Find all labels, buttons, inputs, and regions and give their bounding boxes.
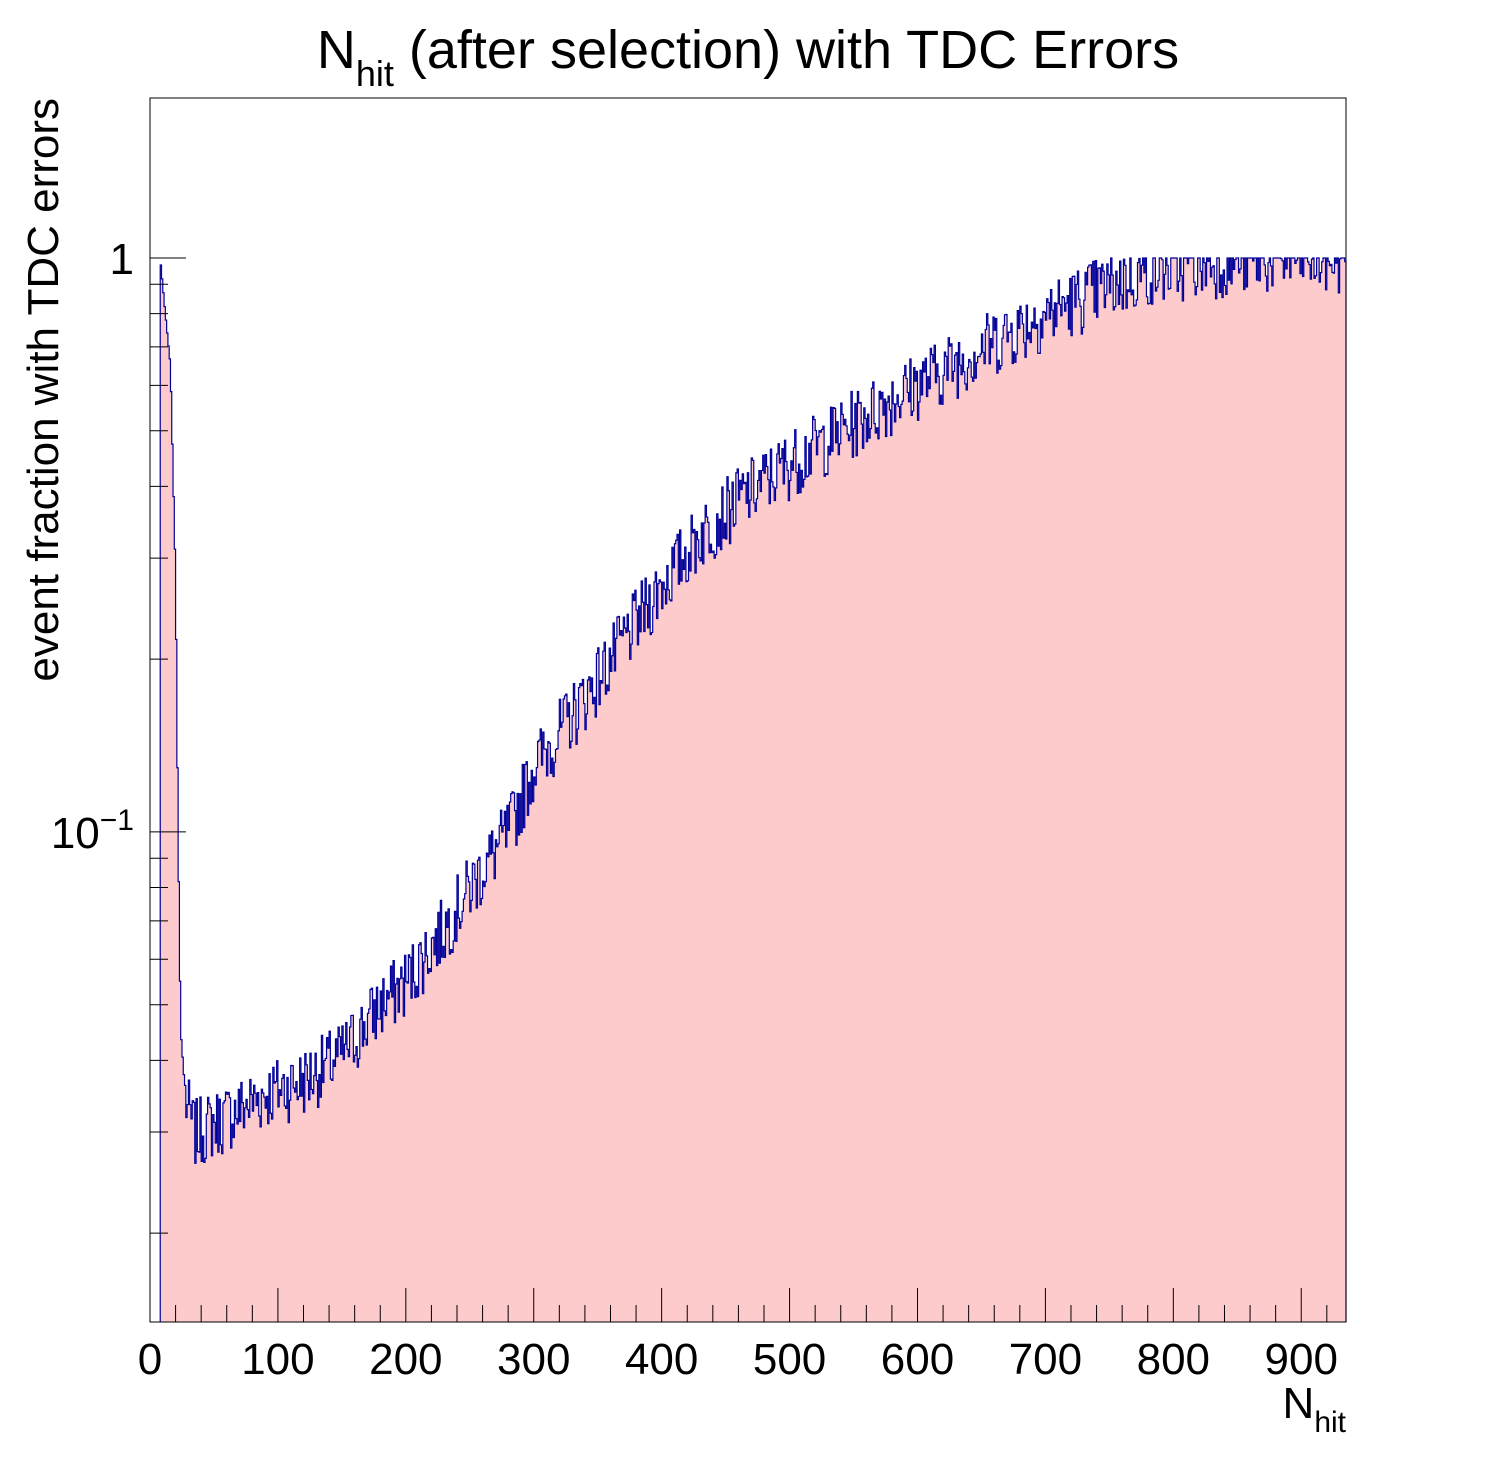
histogram-outline	[159, 257, 1347, 1323]
x-axis-ticks: 0 100 200 300 400 500 600 700 800 900	[138, 1288, 1338, 1384]
x-tick-label: 100	[241, 1335, 314, 1384]
histogram-fill	[160, 257, 1347, 1322]
histogram-fill-area	[160, 257, 1347, 1322]
chart-title: Nhit (after selection) with TDC Errors	[317, 20, 1179, 94]
x-tick-label: 600	[881, 1335, 954, 1384]
y-axis-label: event fraction with TDC errors	[19, 98, 68, 682]
y-tick-label: 10−1	[51, 804, 134, 858]
y-tick-label: 1	[110, 235, 134, 284]
x-axis-label: Nhit	[1283, 1379, 1347, 1439]
x-tick-label: 400	[625, 1335, 698, 1384]
x-tick-label: 900	[1265, 1335, 1338, 1384]
x-tick-label: 200	[369, 1335, 442, 1384]
x-tick-label: 300	[497, 1335, 570, 1384]
y-axis-ticks: 1 10−1	[51, 235, 186, 1234]
plot-frame	[149, 97, 1347, 1323]
histogram-line	[159, 257, 1347, 1323]
x-tick-label: 800	[1137, 1335, 1210, 1384]
x-tick-label: 500	[753, 1335, 826, 1384]
x-tick-label: 0	[138, 1335, 162, 1384]
x-tick-label: 700	[1009, 1335, 1082, 1384]
